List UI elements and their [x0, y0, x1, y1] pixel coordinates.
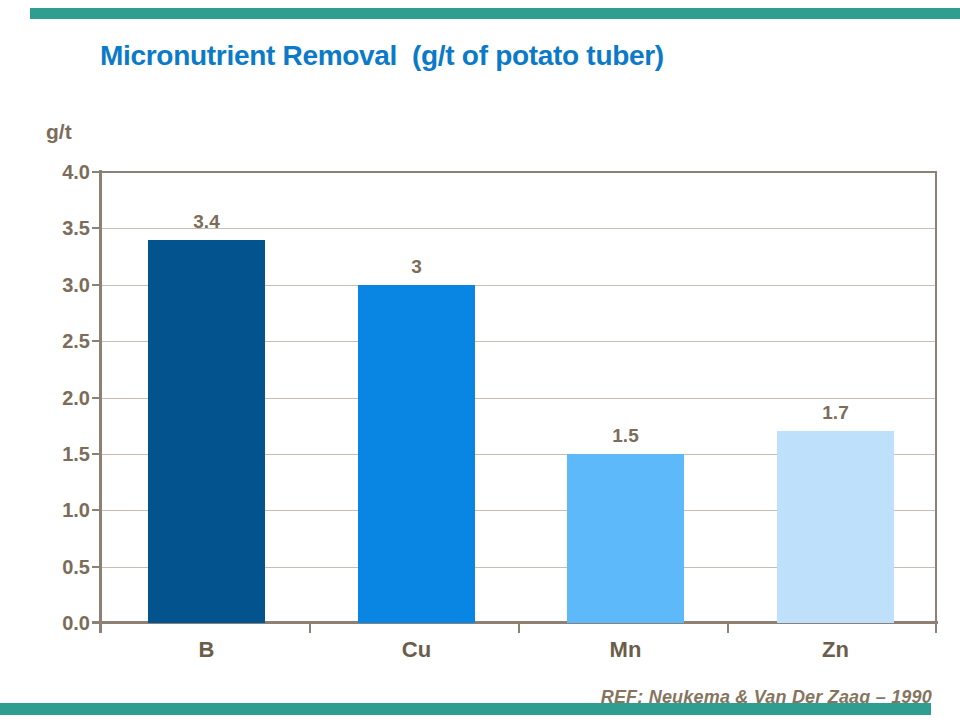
category-label-Zn: Zn — [776, 637, 896, 663]
x-axis-tick — [727, 624, 729, 633]
y-tick-label-0.5: 0.5 — [38, 556, 90, 578]
value-label-B: 3.4 — [167, 211, 247, 233]
bar-Mn — [567, 454, 684, 623]
slide-canvas: Micronutrient Removal (g/t of potato tub… — [0, 0, 960, 720]
category-label-Mn: Mn — [566, 637, 686, 663]
value-label-Cu: 3 — [377, 256, 457, 278]
y-axis-line — [99, 170, 102, 633]
bar-Cu — [358, 285, 475, 623]
y-tick-label-2.5: 2.5 — [38, 330, 90, 352]
bar-B — [148, 240, 265, 623]
y-tick-label-0.0: 0.0 — [38, 612, 90, 634]
category-label-Cu: Cu — [357, 637, 477, 663]
plot-top-border — [101, 171, 937, 173]
value-label-Zn: 1.7 — [796, 402, 876, 424]
x-axis-tick — [935, 624, 937, 633]
bar-Zn — [777, 431, 894, 623]
y-tick-label-2.0: 2.0 — [38, 387, 90, 409]
x-axis-tick — [518, 624, 520, 633]
bottom-accent-bar — [0, 703, 931, 715]
y-tick-label-3.5: 3.5 — [38, 217, 90, 239]
x-axis-tick — [309, 624, 311, 633]
category-label-B: B — [147, 637, 267, 663]
y-tick-label-1.5: 1.5 — [38, 443, 90, 465]
plot-right-border — [935, 171, 937, 623]
value-label-Mn: 1.5 — [586, 425, 666, 447]
bar-chart-plot-area: 0.0 0.5 1.0 1.5 2.0 2.5 3.0 3.5 4.0 3.4 B 3 Cu 1.5 Mn 1… — [0, 0, 960, 720]
x-axis-tick — [100, 624, 102, 633]
y-tick-label-4.0: 4.0 — [38, 161, 90, 183]
y-tick-label-1.0: 1.0 — [38, 499, 90, 521]
y-tick-label-3.0: 3.0 — [38, 274, 90, 296]
